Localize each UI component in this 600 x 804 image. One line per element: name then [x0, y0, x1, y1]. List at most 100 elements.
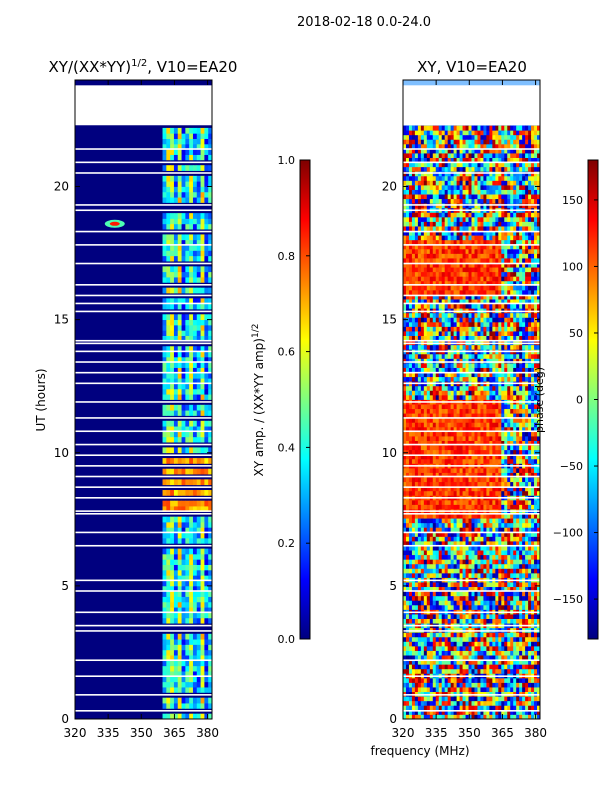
- phase-cell: [424, 596, 427, 601]
- phase-cell: [472, 559, 475, 564]
- phase-cell: [442, 536, 445, 541]
- phase-cell: [469, 559, 472, 564]
- phase-cell: [463, 395, 466, 400]
- phase-cell: [480, 363, 483, 368]
- phase-cell: [424, 705, 427, 710]
- left-gap-line: [75, 580, 212, 582]
- amp-cell: [185, 613, 189, 619]
- left-gap-line: [75, 162, 212, 164]
- phase-cell: [480, 436, 483, 441]
- phase-cell: [448, 705, 451, 710]
- phase-cell: [474, 504, 477, 509]
- phase-cell: [507, 409, 510, 414]
- phase-cell: [501, 696, 504, 701]
- phase-cell: [406, 701, 409, 706]
- phase-cell: [415, 591, 418, 596]
- phase-cell: [412, 651, 415, 656]
- phase-cell: [477, 573, 480, 578]
- phase-cell: [525, 518, 528, 523]
- phase-cell: [469, 582, 472, 587]
- phase-cell: [483, 696, 486, 701]
- amp-cell: [166, 218, 170, 224]
- phase-cell: [534, 619, 537, 624]
- phase-cell: [498, 518, 501, 523]
- phase-cell: [454, 390, 457, 395]
- amp-cell: [204, 634, 208, 640]
- phase-cell: [474, 363, 477, 368]
- phase-cell: [412, 646, 415, 651]
- phase-cell: [501, 687, 504, 692]
- phase-cell: [510, 614, 513, 619]
- phase-cell: [469, 345, 472, 350]
- left-gap-line: [75, 311, 212, 313]
- amp-cell: [163, 565, 167, 571]
- amp-cell: [182, 128, 186, 134]
- left-gap-line: [75, 545, 212, 547]
- phase-cell: [528, 669, 531, 674]
- phase-cell: [469, 564, 472, 569]
- phase-cell: [421, 687, 424, 692]
- phase-cell: [483, 641, 486, 646]
- phase-cell: [495, 655, 498, 660]
- phase-cell: [463, 664, 466, 669]
- phase-cell: [436, 491, 439, 496]
- phase-cell: [409, 559, 412, 564]
- phase-cell: [403, 536, 406, 541]
- amp-cell: [170, 570, 174, 576]
- phase-cell: [513, 504, 516, 509]
- phase-cell: [442, 559, 445, 564]
- amp-cell: [193, 133, 197, 139]
- phase-cell: [469, 354, 472, 359]
- phase-cell: [477, 431, 480, 436]
- phase-cell: [483, 436, 486, 441]
- amp-cell: [201, 501, 205, 507]
- phase-cell: [415, 555, 418, 560]
- phase-cell: [451, 354, 454, 359]
- phase-cell: [451, 655, 454, 660]
- phase-cell: [445, 431, 448, 436]
- phase-cell: [474, 468, 477, 473]
- phase-cell: [427, 664, 430, 669]
- phase-cell: [421, 664, 424, 669]
- phase-cell: [472, 345, 475, 350]
- phase-cell: [472, 477, 475, 482]
- phase-cell: [498, 404, 501, 409]
- phase-cell: [445, 687, 448, 692]
- phase-cell: [477, 482, 480, 487]
- amp-cell: [178, 533, 182, 539]
- phase-cell: [516, 450, 519, 455]
- phase-cell: [454, 605, 457, 610]
- phase-cell: [531, 678, 534, 683]
- phase-cell: [463, 345, 466, 350]
- phase-cell: [442, 573, 445, 578]
- phase-cell: [480, 500, 483, 505]
- amp-cell: [166, 320, 170, 326]
- phase-cell: [522, 605, 525, 610]
- phase-cell: [495, 482, 498, 487]
- amp-cell: [178, 128, 182, 134]
- phase-cell: [483, 459, 486, 464]
- amp-cell: [201, 570, 205, 576]
- phase-cell: [466, 395, 469, 400]
- left-gap-line: [75, 476, 212, 478]
- amp-cell: [185, 314, 189, 320]
- phase-cell: [477, 582, 480, 587]
- amp-cell: [197, 570, 201, 576]
- phase-cell: [469, 701, 472, 706]
- amp-cell: [174, 421, 178, 427]
- phase-cell: [418, 655, 421, 660]
- phase-cell: [483, 468, 486, 473]
- amp-cell: [201, 533, 205, 539]
- phase-cell: [504, 573, 507, 578]
- amp-cell: [166, 549, 170, 555]
- phase-cell: [495, 500, 498, 505]
- phase-cell: [403, 409, 406, 414]
- phase-cell: [480, 655, 483, 660]
- phase-cell: [457, 682, 460, 687]
- amp-cell: [166, 639, 170, 645]
- amp-cell: [204, 224, 208, 230]
- phase-cell: [454, 409, 457, 414]
- phase-cell: [460, 637, 463, 642]
- phase-cell: [483, 596, 486, 601]
- phase-cell: [421, 422, 424, 427]
